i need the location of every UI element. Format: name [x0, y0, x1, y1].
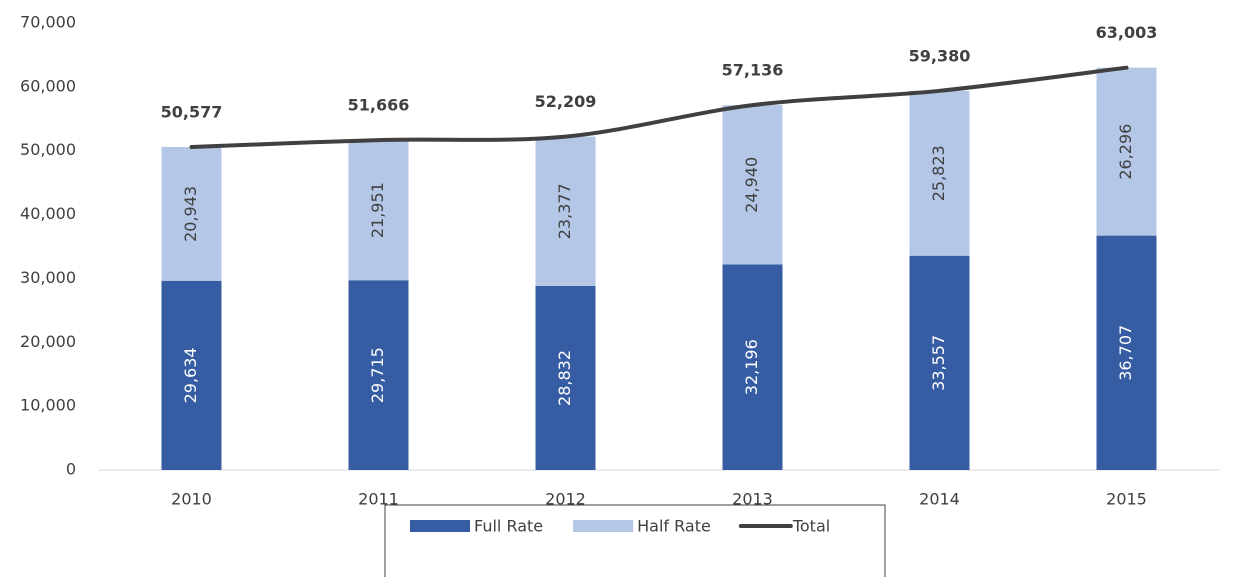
- bar-segment: [161, 147, 222, 281]
- data-label: 36,707: [1116, 325, 1135, 381]
- total-line: [189, 65, 1129, 150]
- x-tick-label: 2015: [1106, 490, 1147, 509]
- total-label: 52,209: [535, 92, 597, 111]
- legend-label: Full Rate: [474, 517, 543, 536]
- total-label: 50,577: [161, 103, 223, 122]
- x-tick-label: 2013: [732, 490, 773, 509]
- bar-segment: [1096, 235, 1157, 470]
- x-tick-label: 2012: [545, 490, 586, 509]
- total-label: 59,380: [909, 46, 971, 65]
- total-label: 63,003: [1096, 23, 1158, 42]
- data-label: 26,296: [1116, 124, 1135, 180]
- bar-segment: [909, 255, 970, 470]
- y-tick-label: 50,000: [20, 140, 76, 159]
- legend-box: [384, 504, 886, 577]
- data-label: 25,823: [929, 145, 948, 201]
- bar-segment: [161, 280, 222, 470]
- bar-segment: [535, 136, 596, 286]
- bar-segment: [722, 264, 783, 470]
- x-tick-label: 2010: [171, 490, 212, 509]
- y-tick-label: 60,000: [20, 76, 76, 95]
- bar-segment: [909, 90, 970, 256]
- y-tick-label: 70,000: [20, 13, 76, 32]
- data-label: 33,557: [929, 335, 948, 391]
- legend-swatch: [410, 520, 470, 532]
- data-label: 29,715: [368, 347, 387, 403]
- legend-label: Total: [792, 517, 830, 536]
- total-label: 57,136: [722, 61, 784, 80]
- y-tick-label: 20,000: [20, 332, 76, 351]
- data-label: 32,196: [742, 339, 761, 395]
- bar-segment: [348, 280, 409, 470]
- bar-segment: [535, 285, 596, 470]
- data-label: 21,951: [368, 182, 387, 238]
- y-tick-label: 40,000: [20, 204, 76, 223]
- legend-label: Half Rate: [637, 517, 711, 536]
- x-tick-label: 2014: [919, 490, 960, 509]
- total-label: 51,666: [348, 96, 410, 115]
- bar-segment: [348, 140, 409, 281]
- y-tick-label: 10,000: [20, 396, 76, 415]
- data-label: 20,943: [181, 186, 200, 242]
- y-tick-label: 30,000: [20, 268, 76, 287]
- bar-segment: [1096, 67, 1157, 236]
- x-tick-label: 2011: [358, 490, 399, 509]
- bar-segment: [722, 105, 783, 265]
- data-label: 24,940: [742, 157, 761, 213]
- y-tick-label: 0: [66, 460, 76, 479]
- data-label: 29,634: [181, 347, 200, 403]
- data-label: 23,377: [555, 183, 574, 239]
- legend-swatch: [573, 520, 634, 532]
- data-label: 28,832: [555, 350, 574, 406]
